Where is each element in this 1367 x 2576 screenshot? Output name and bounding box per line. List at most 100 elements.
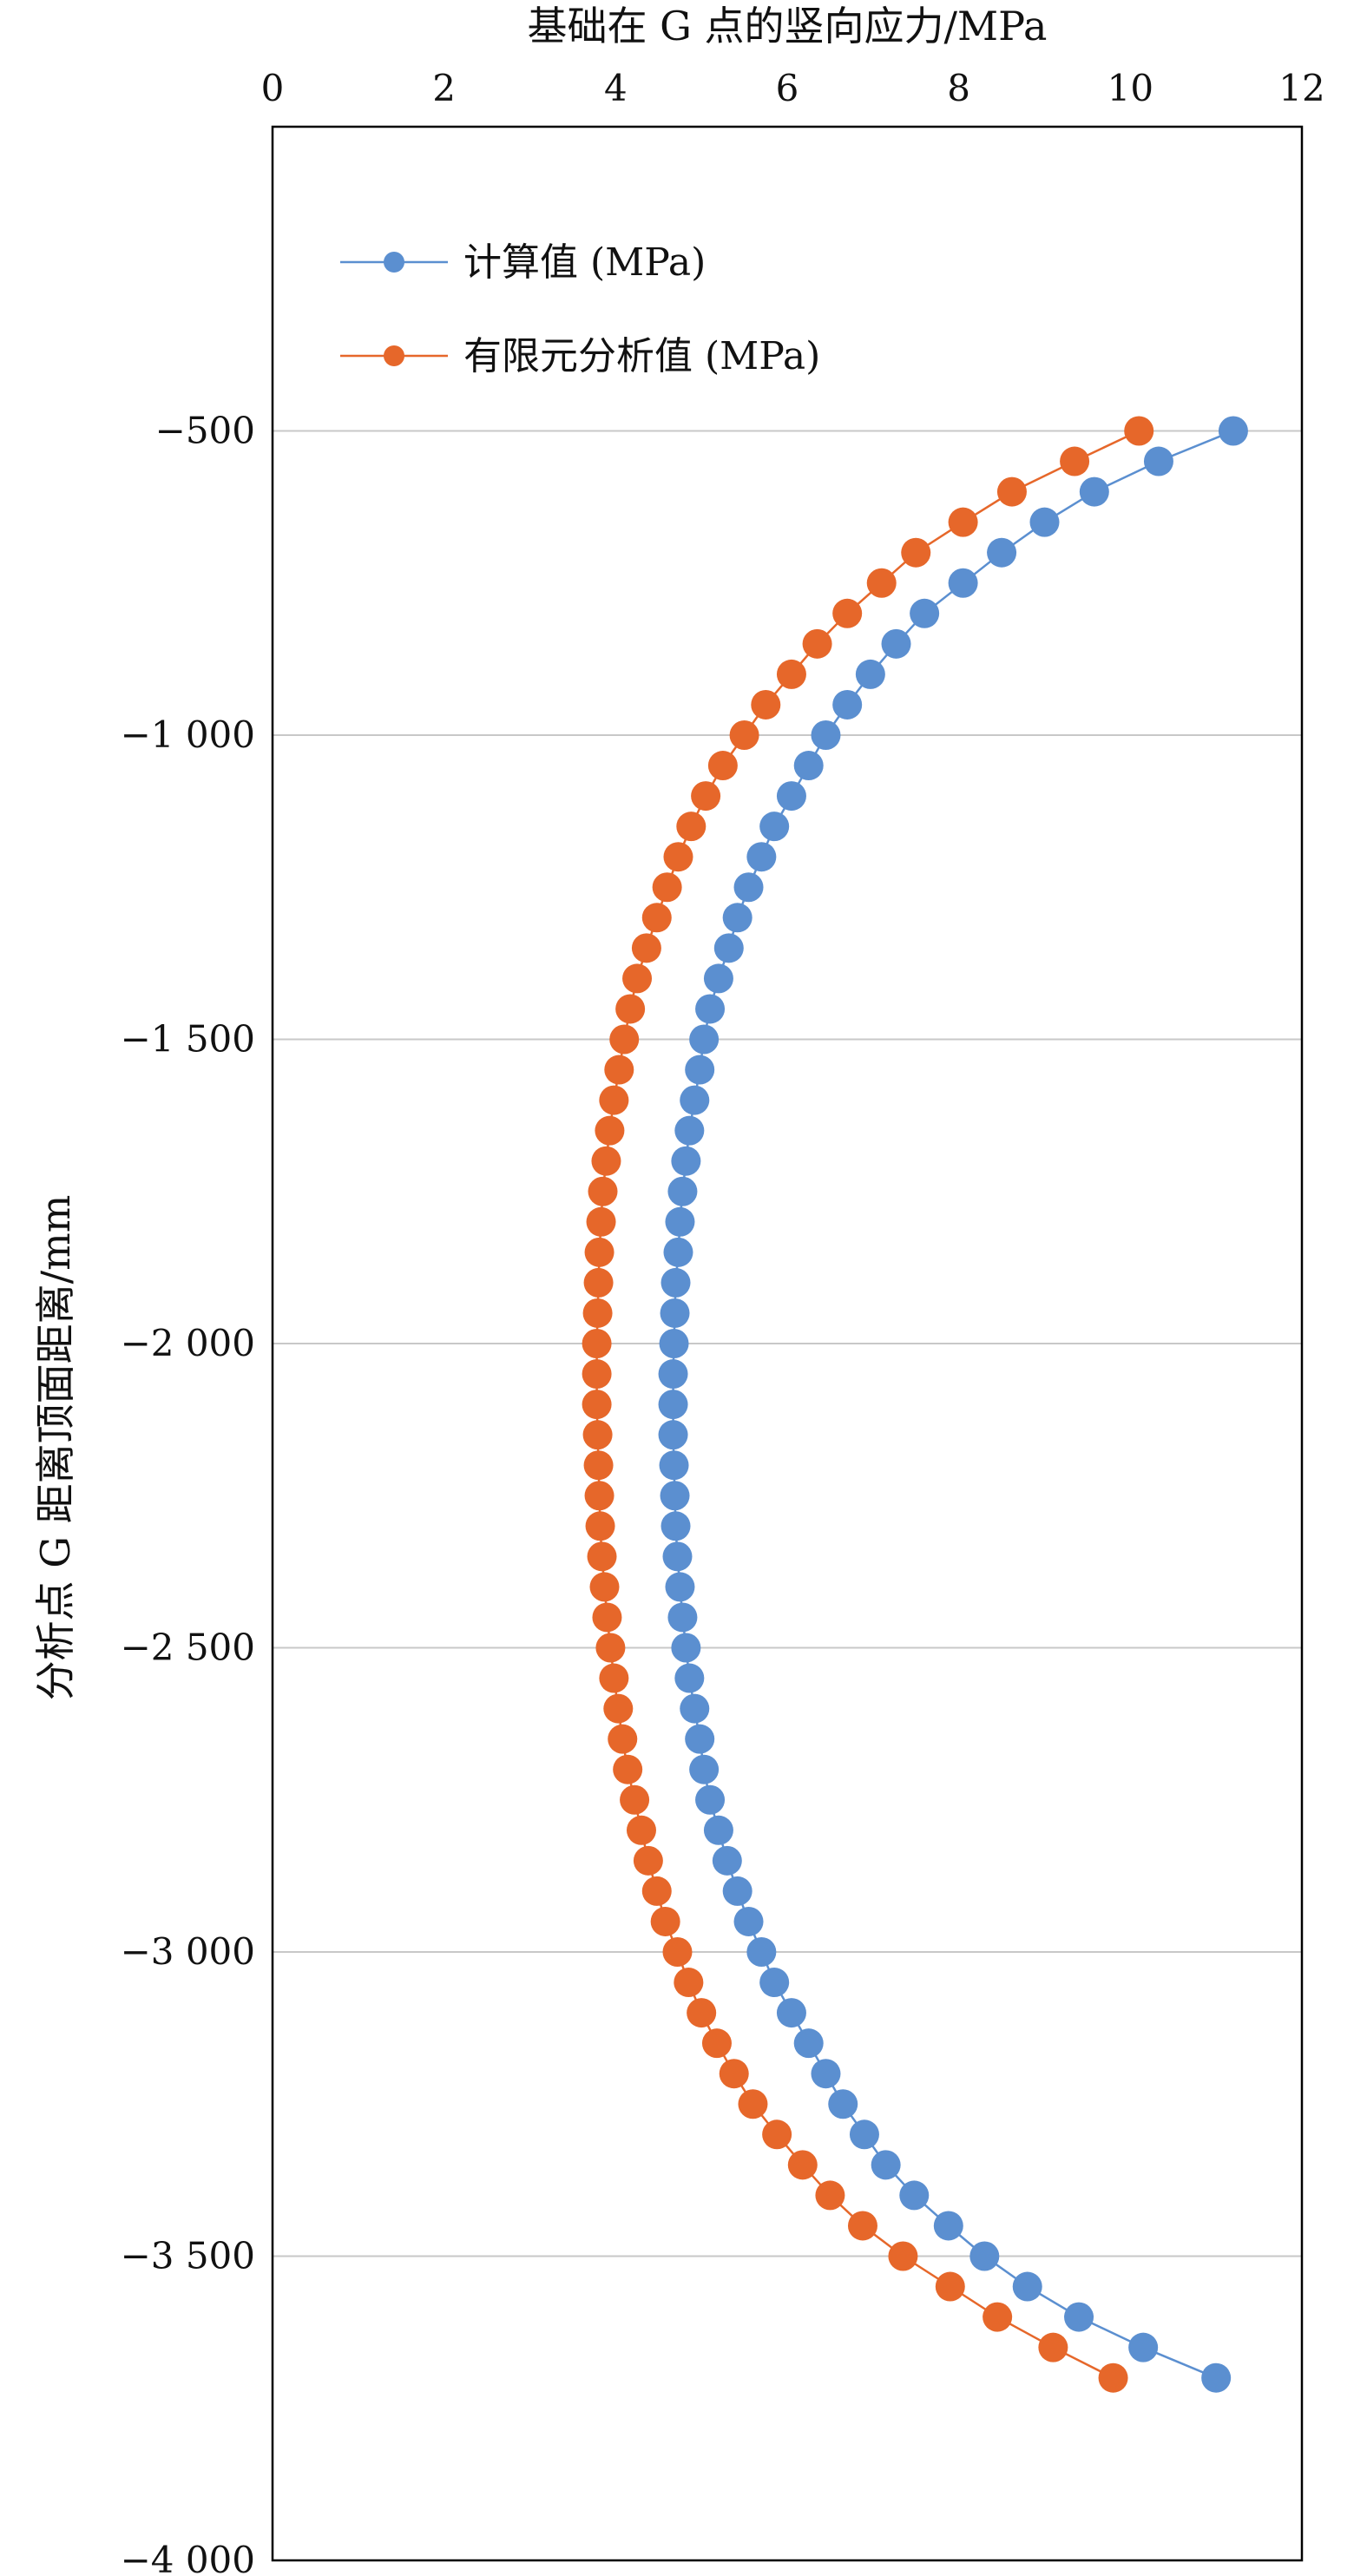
data-point-calculated <box>948 568 978 598</box>
x-axis-title: 基础在 G 点的竖向应力/MPa <box>528 3 1048 49</box>
data-point-calculated <box>899 2180 930 2211</box>
x-tick-label-6: 12 <box>1278 67 1324 109</box>
data-point-fea <box>948 507 978 537</box>
data-point-calculated <box>881 628 911 659</box>
data-point-calculated <box>660 1267 691 1298</box>
data-point-calculated <box>746 1937 777 1967</box>
data-point-calculated <box>910 598 940 628</box>
data-point-calculated <box>659 1329 689 1358</box>
y-tick-label-3: −2 000 <box>121 1322 255 1364</box>
data-point-calculated <box>1012 2271 1042 2302</box>
data-point-calculated <box>1128 2332 1159 2362</box>
series-layer <box>582 416 1248 2393</box>
data-point-calculated <box>855 659 885 689</box>
data-point-fea <box>609 1024 640 1055</box>
data-point-fea <box>620 1784 650 1815</box>
data-point-calculated <box>828 2089 858 2119</box>
data-point-fea <box>589 1572 620 1602</box>
data-point-calculated <box>722 1876 753 1906</box>
data-point-fea <box>584 1237 614 1267</box>
data-point-calculated <box>746 842 777 872</box>
data-point-calculated <box>695 994 726 1024</box>
data-point-fea <box>582 1298 613 1328</box>
data-point-calculated <box>671 1146 701 1176</box>
data-point-calculated <box>680 1085 710 1115</box>
data-point-fea <box>674 1968 704 1998</box>
data-point-calculated <box>793 2028 824 2059</box>
data-point-calculated <box>665 1206 695 1237</box>
data-point-fea <box>583 1450 614 1481</box>
data-point-calculated <box>712 1845 742 1876</box>
data-point-fea <box>586 1206 616 1237</box>
data-point-calculated <box>660 1481 690 1511</box>
data-point-fea <box>832 598 863 628</box>
data-point-calculated <box>674 1663 705 1693</box>
data-point-calculated <box>665 1572 695 1602</box>
data-point-calculated <box>969 2241 1000 2271</box>
data-point-calculated <box>1079 476 1109 507</box>
data-point-calculated <box>733 872 764 903</box>
data-point-fea <box>595 1633 626 1663</box>
data-point-fea <box>613 1754 643 1784</box>
data-point-calculated <box>689 1754 720 1784</box>
data-point-fea <box>599 1085 629 1115</box>
data-point-fea <box>585 1511 615 1541</box>
legend: 计算值 (MPa) 有限元分析值 (MPa) <box>340 240 820 378</box>
y-tick-label-7: −4 000 <box>121 2539 255 2576</box>
data-point-fea <box>604 1055 634 1085</box>
y-tick-label-4: −2 500 <box>121 1626 255 1669</box>
data-point-calculated <box>811 720 841 750</box>
data-point-fea <box>1060 446 1090 476</box>
data-point-calculated <box>685 1724 715 1754</box>
data-point-fea <box>1038 2332 1068 2362</box>
data-point-calculated <box>811 2059 841 2089</box>
data-point-calculated <box>1143 446 1173 476</box>
data-point-fea <box>595 1115 625 1146</box>
data-point-calculated <box>1064 2302 1094 2332</box>
data-point-calculated <box>832 689 863 720</box>
data-point-calculated <box>703 1815 733 1845</box>
data-point-fea <box>866 568 897 598</box>
data-point-fea <box>751 689 781 720</box>
y-tick-label-2: −1 500 <box>121 1018 255 1061</box>
legend-swatch-dot-calculated <box>384 252 404 273</box>
grid-layer <box>273 430 1302 2257</box>
data-point-calculated <box>849 2119 879 2150</box>
data-point-fea <box>776 659 806 689</box>
data-point-fea <box>599 1663 629 1693</box>
data-point-fea <box>652 872 682 903</box>
data-point-calculated <box>987 537 1017 568</box>
data-point-fea <box>983 2302 1013 2332</box>
data-point-fea <box>662 1937 693 1967</box>
data-point-fea <box>787 2150 818 2180</box>
series-calculated <box>658 416 1248 2393</box>
x-tick-label-5: 10 <box>1107 67 1153 109</box>
series-line-calculated <box>672 430 1234 2379</box>
data-point-calculated <box>776 1998 806 2028</box>
series-fea <box>582 416 1154 2393</box>
data-point-fea <box>608 1724 638 1754</box>
data-point-fea <box>641 903 672 933</box>
data-point-calculated <box>660 1511 691 1541</box>
data-point-fea <box>1124 416 1154 446</box>
data-point-fea <box>762 2119 792 2150</box>
plot-frame <box>271 125 1304 2562</box>
data-point-calculated <box>1218 416 1248 446</box>
data-point-calculated <box>680 1693 710 1724</box>
y-tick-labels: −500 −1 000 −1 500 −2 000 −2 500 −3 000 −3 500… <box>121 410 255 2576</box>
legend-label-fea: 有限元分析值 (MPa) <box>463 334 820 378</box>
data-point-calculated <box>658 1390 688 1420</box>
data-point-calculated <box>713 933 744 963</box>
data-point-calculated <box>1029 507 1060 537</box>
data-point-calculated <box>733 1906 764 1936</box>
data-point-calculated <box>658 1420 688 1450</box>
data-point-fea <box>633 1845 663 1876</box>
data-point-calculated <box>759 812 790 842</box>
data-point-calculated <box>662 1541 693 1572</box>
data-point-fea <box>591 1146 621 1176</box>
data-point-calculated <box>695 1784 726 1815</box>
data-point-calculated <box>1201 2362 1232 2393</box>
data-point-fea <box>582 1329 612 1358</box>
data-point-calculated <box>793 751 824 781</box>
